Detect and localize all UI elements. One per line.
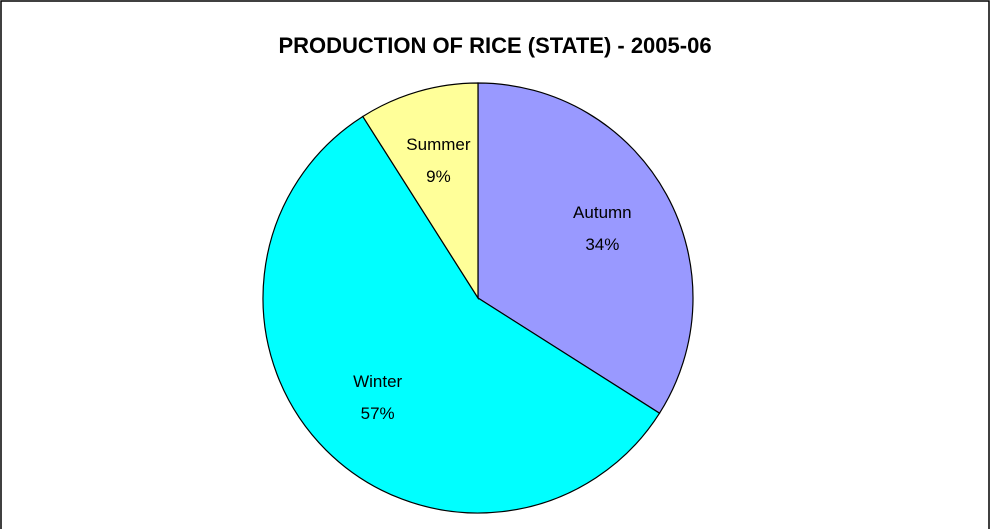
slice-label: Autumn — [573, 203, 632, 222]
pie-slice — [361, 82, 479, 301]
slice-label: Winter — [353, 372, 402, 391]
pie-slice — [477, 82, 694, 415]
slice-value-label: 9% — [426, 167, 451, 186]
slice-value-label: 34% — [585, 235, 619, 254]
chart-title: PRODUCTION OF RICE (STATE) - 2005-06 — [278, 33, 711, 58]
slice-label: Summer — [406, 135, 471, 154]
slice-value-label: 57% — [361, 404, 395, 423]
pie-slice — [262, 115, 661, 514]
